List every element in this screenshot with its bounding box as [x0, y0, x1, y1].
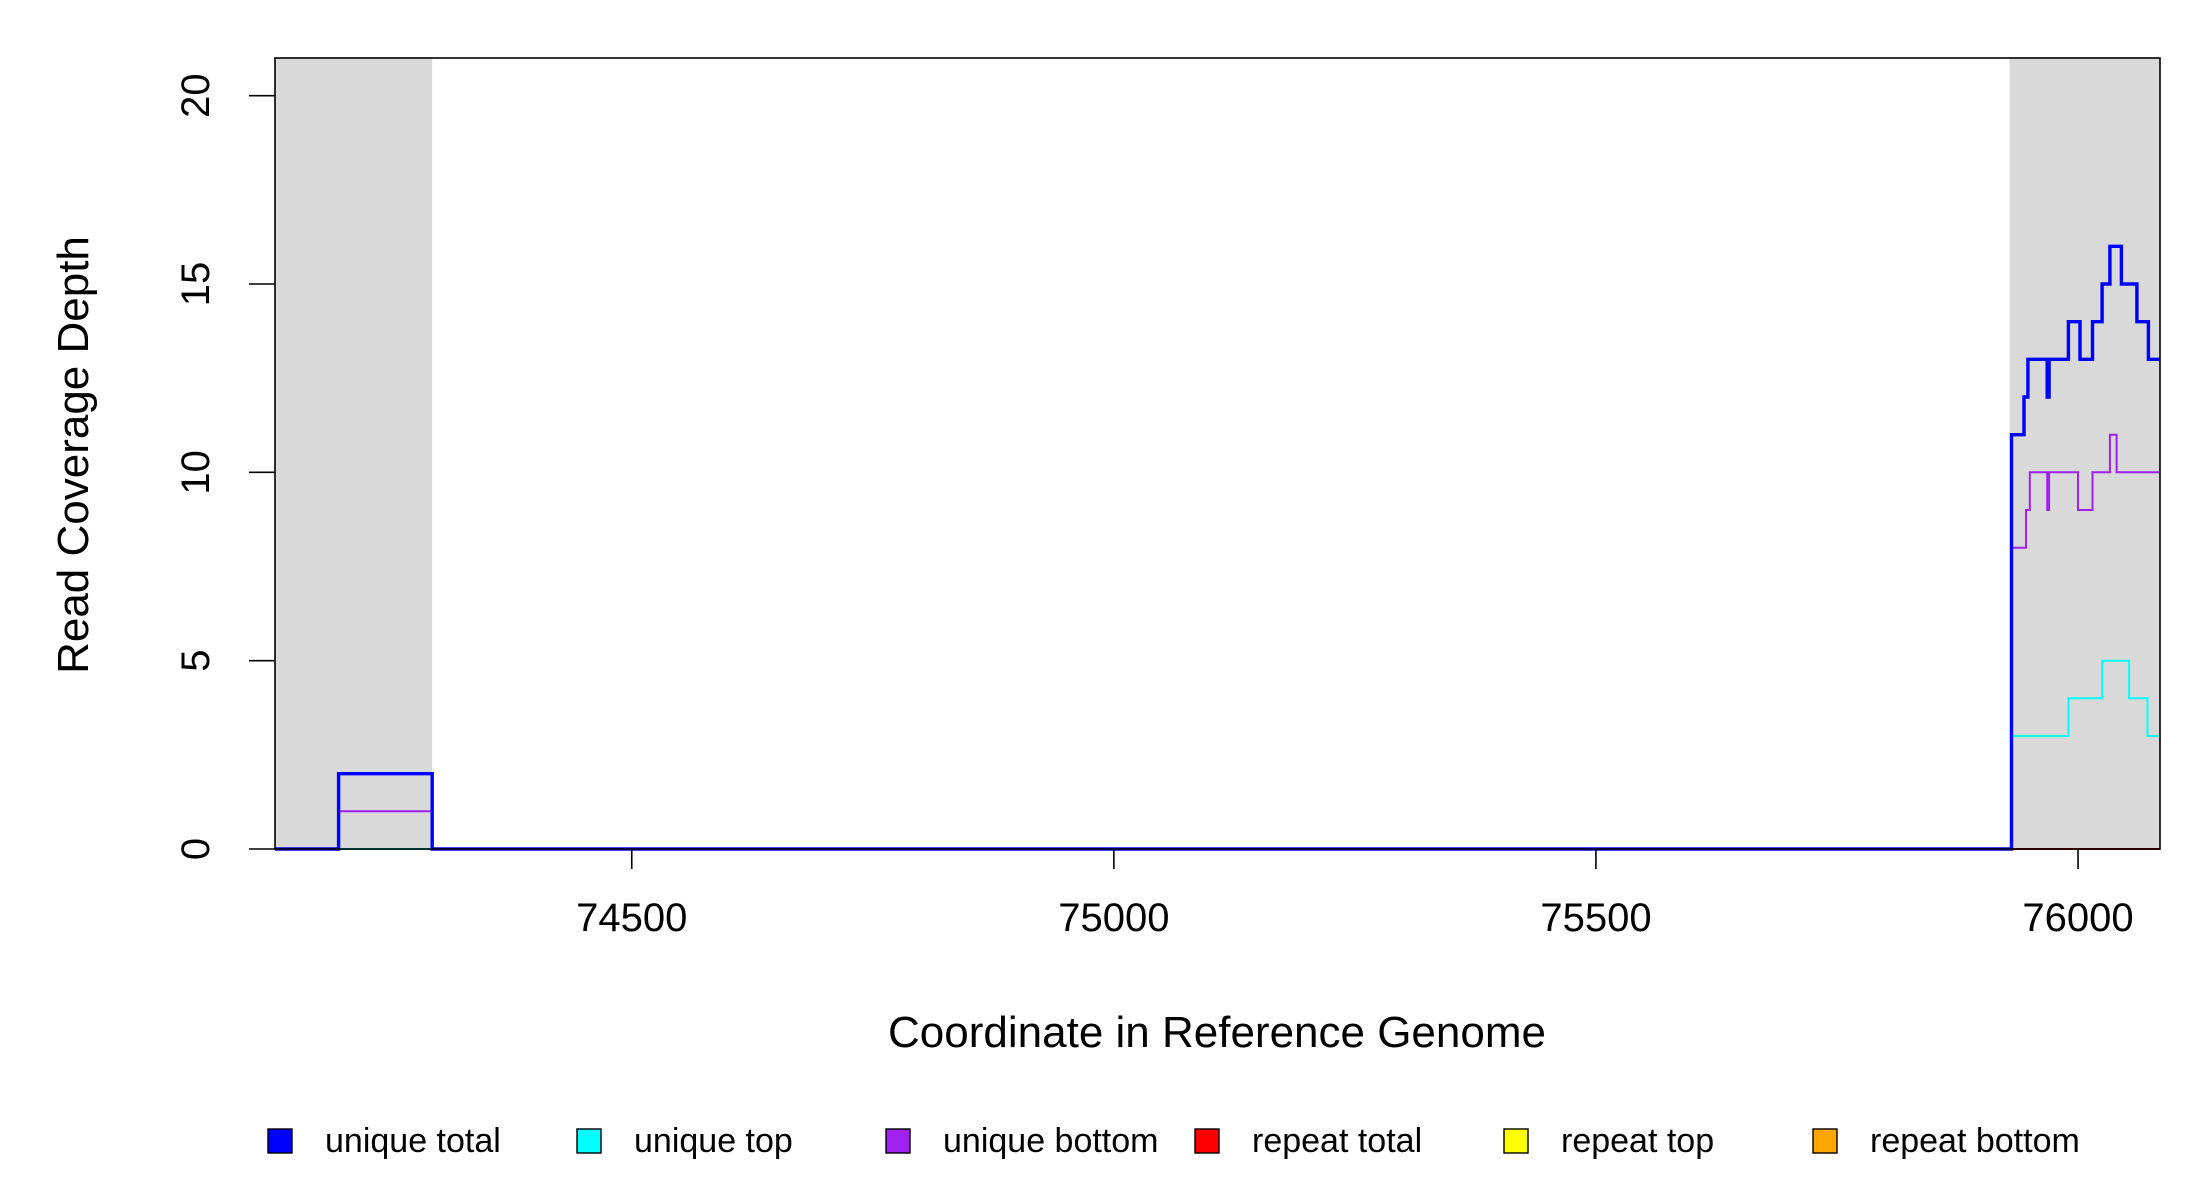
- y-tick-label: 5: [174, 650, 218, 672]
- legend-label-unique-total: unique total: [325, 1122, 501, 1160]
- legend-swatch-repeat-bottom: [1812, 1128, 1838, 1154]
- y-axis-label: Read Coverage Depth: [49, 236, 98, 674]
- legend-swatch-unique-top: [576, 1128, 602, 1154]
- x-tick-label: 76000: [2022, 896, 2133, 940]
- shaded-region-2: [2009, 58, 2160, 849]
- legend-swatch-repeat-total: [1194, 1128, 1220, 1154]
- series-lines: [275, 244, 2160, 851]
- plot-frame: [274, 57, 2161, 850]
- y-tick-label: 0: [174, 838, 218, 860]
- legend-label-repeat-total: repeat total: [1252, 1122, 1422, 1160]
- legend: unique total unique top unique bottom repea…: [267, 1122, 2080, 1160]
- x-axis-label: Coordinate in Reference Genome: [888, 1008, 1546, 1057]
- legend-swatch-unique-total: [267, 1128, 293, 1154]
- y-tick-label: 10: [174, 450, 218, 495]
- series-line-unique-top: [275, 659, 2160, 850]
- shaded-regions: [275, 58, 2160, 849]
- shaded-region-1: [275, 58, 433, 849]
- x-axis: 74500 75000 75500 76000: [576, 849, 2134, 940]
- legend-label-repeat-bottom: repeat bottom: [1870, 1122, 2080, 1160]
- legend-label-unique-bottom: unique bottom: [943, 1122, 1159, 1160]
- y-tick-label: 15: [174, 262, 218, 307]
- x-tick-label: 75500: [1540, 896, 1651, 940]
- series-line-unique-bottom: [275, 433, 2160, 850]
- legend-swatch-repeat-top: [1503, 1128, 1529, 1154]
- series-line-unique-total: [275, 244, 2160, 851]
- x-tick-label: 75000: [1058, 896, 1169, 940]
- legend-swatch-unique-bottom: [885, 1128, 911, 1154]
- y-axis: 0 5 10 15 20: [174, 73, 275, 860]
- x-tick-label: 74500: [576, 896, 687, 940]
- legend-label-repeat-top: repeat top: [1561, 1122, 1714, 1160]
- legend-label-unique-top: unique top: [634, 1122, 793, 1160]
- y-tick-label: 20: [174, 73, 218, 118]
